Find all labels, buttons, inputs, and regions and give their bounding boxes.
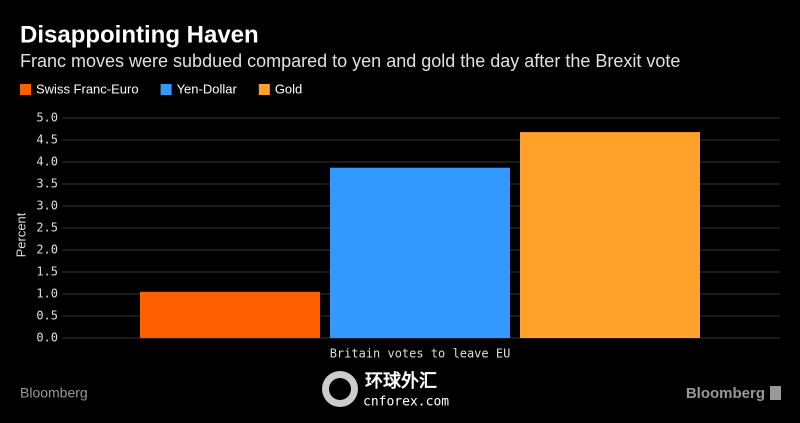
- source: Bloomberg: [20, 385, 88, 401]
- y-tick-label: 0.0: [36, 331, 58, 345]
- logo-icon: [770, 386, 781, 400]
- legend-label: Gold: [275, 81, 302, 96]
- watermark-icon-inner: [329, 378, 351, 400]
- legend-swatch: [258, 84, 270, 95]
- y-tick-label: 3.5: [36, 177, 58, 191]
- y-tick-label: 3.0: [36, 199, 58, 213]
- y-tick-label: 0.5: [36, 309, 58, 323]
- legend-label: Swiss Franc-Euro: [36, 81, 139, 96]
- chart-subtitle: Franc moves were subdued compared to yen…: [20, 51, 680, 71]
- bar: [140, 291, 320, 338]
- y-tick-label: 4.5: [36, 133, 58, 147]
- y-tick-label: 5.0: [36, 111, 58, 125]
- bar: [520, 132, 700, 338]
- legend-swatch: [160, 84, 172, 95]
- y-axis-label: Percent: [13, 212, 28, 257]
- y-tick-label: 2.5: [36, 221, 58, 235]
- legend-swatch: [20, 84, 31, 95]
- bar: [330, 167, 510, 338]
- legend-label: Yen-Dollar: [177, 81, 238, 96]
- logo: Bloomberg: [686, 385, 765, 402]
- y-tick-label: 2.0: [36, 243, 58, 257]
- watermark-url: cnforex.com: [363, 395, 449, 410]
- x-tick-label: Britain votes to leave EU: [330, 347, 511, 361]
- y-tick-label: 1.5: [36, 265, 58, 279]
- y-tick-label: 1.0: [36, 287, 58, 301]
- watermark-text: 环球外汇: [365, 370, 437, 391]
- chart-title: Disappointing Haven: [20, 21, 259, 48]
- y-tick-label: 4.0: [36, 155, 58, 169]
